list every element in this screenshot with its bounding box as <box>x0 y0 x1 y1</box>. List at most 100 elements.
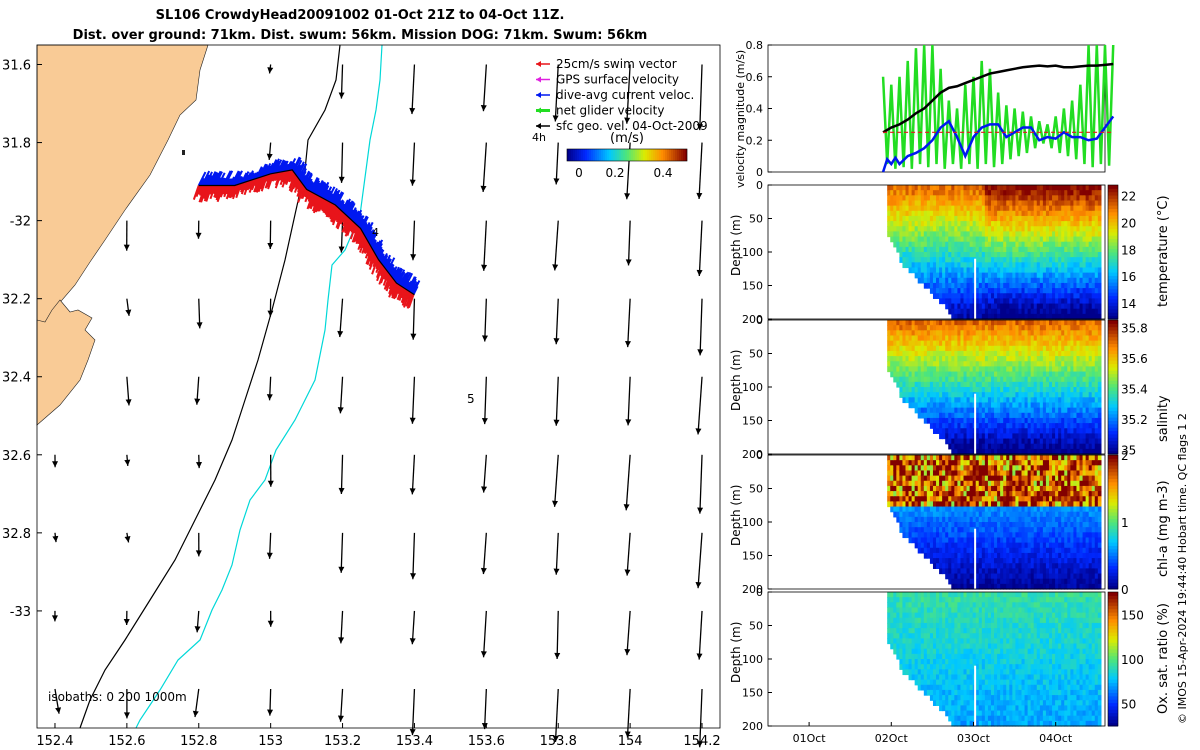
track-vector <box>225 185 233 200</box>
track-vector <box>316 197 324 212</box>
track-vector <box>197 171 207 186</box>
track-vector <box>203 185 212 202</box>
profile-colorbar-cell <box>1108 225 1118 230</box>
velocity-arrowhead <box>409 488 416 495</box>
track-vector <box>214 185 221 199</box>
track-vector <box>227 178 233 186</box>
velocity-arrow <box>339 376 344 414</box>
track-vector <box>388 264 395 274</box>
profile-colorbar-label: salinity <box>1156 395 1171 442</box>
velocity-arrowhead <box>195 550 202 557</box>
profile-cell <box>1097 371 1102 378</box>
profile-colorbar-cell <box>1108 423 1118 428</box>
velocity-arrowhead <box>624 569 631 576</box>
track-vector <box>235 183 243 199</box>
velocity-arrowhead <box>409 179 416 186</box>
profile-colorbar-cell <box>1108 191 1118 196</box>
profile-cell <box>1097 356 1102 362</box>
profile-colorbar-cell <box>1108 356 1118 361</box>
track-vector <box>225 178 231 186</box>
track-vector <box>385 276 393 292</box>
track-vector <box>366 246 373 257</box>
track-vector <box>375 259 380 268</box>
track-vector <box>359 236 367 253</box>
velocity-arrowhead <box>553 338 560 345</box>
track-vector <box>309 194 317 210</box>
track-vector <box>200 185 208 203</box>
velocity-arrowhead <box>267 480 274 487</box>
velocity-arrowhead <box>338 176 345 183</box>
track-vector <box>245 172 252 183</box>
track-vector <box>240 181 246 193</box>
track-vector <box>361 238 368 249</box>
velocity-arrowhead <box>124 459 131 466</box>
profile-cell <box>1097 221 1102 227</box>
track-vector <box>356 215 363 226</box>
track-vector <box>370 238 376 248</box>
track-vector <box>240 172 248 184</box>
track-vector <box>371 239 377 249</box>
track-vector <box>306 192 315 210</box>
profile-colorbar-cell <box>1108 366 1118 371</box>
profile-colorbar-cell <box>1108 302 1118 307</box>
profile-colorbar-cell <box>1108 376 1118 381</box>
track-vector <box>220 177 227 186</box>
track-vector <box>384 257 391 269</box>
velocity-arrowhead <box>338 637 345 644</box>
profile-colorbar-cell <box>1108 218 1118 223</box>
velocity-arrowhead <box>624 117 631 124</box>
depth-tick-label: 0 <box>756 314 763 327</box>
track-vector <box>212 170 222 186</box>
track-vector <box>412 285 419 295</box>
velocity-arrowhead <box>194 626 201 633</box>
velocity-arrow <box>555 376 559 426</box>
depth-tick-label: 100 <box>742 381 763 394</box>
velocity-arrowhead <box>695 428 702 435</box>
track-vector <box>253 177 261 193</box>
track-vector <box>253 171 259 180</box>
velocity-arrow <box>699 298 703 356</box>
profile-cell <box>1097 252 1102 258</box>
profile-colorbar-cell <box>1108 228 1118 233</box>
track-vector <box>316 181 325 196</box>
track-vector <box>255 176 264 193</box>
velocity-arrow <box>411 376 416 424</box>
velocity-arrow <box>626 64 631 124</box>
profile-cell <box>1097 241 1102 248</box>
velocity-arrowhead <box>266 153 273 160</box>
track-vector <box>241 171 250 184</box>
profile-colorbar-cell <box>1108 443 1118 448</box>
track-vector <box>235 175 242 186</box>
track-vector <box>345 201 355 217</box>
track-vector <box>248 179 254 190</box>
track-vector <box>308 181 315 192</box>
track-vector <box>353 227 361 243</box>
track-vector <box>306 191 312 200</box>
track-vector <box>328 203 335 218</box>
profile-cell <box>1097 417 1102 424</box>
profile-colorbar-cell <box>1108 292 1118 297</box>
profile-colorbar-cell <box>1108 272 1118 276</box>
profile-cell <box>1097 231 1102 238</box>
map-x-tick-label: 153.6 <box>468 734 505 749</box>
profile-cell <box>1097 282 1102 289</box>
profile-colorbar-cell <box>1108 285 1118 290</box>
track-vector <box>324 186 333 200</box>
track-vector <box>320 181 330 198</box>
velocity-y-tick-label: 0.8 <box>746 39 764 52</box>
profile-colorbar-cell <box>1108 255 1118 260</box>
velocity-arrow <box>627 220 631 266</box>
track-vector <box>375 242 383 256</box>
track-vector <box>219 185 226 198</box>
profile-colorbar-cell <box>1108 221 1118 226</box>
profile-colorbar-cell <box>1108 393 1118 398</box>
velocity-arrow <box>340 532 344 573</box>
velocity-arrowhead <box>195 232 202 239</box>
track-vector <box>248 178 256 193</box>
swim-vector-band <box>192 169 415 309</box>
track-vector <box>377 262 382 271</box>
track-vector <box>365 226 373 239</box>
track-vector <box>256 167 264 179</box>
track-vector <box>335 208 341 221</box>
profile-cell <box>1097 236 1102 243</box>
